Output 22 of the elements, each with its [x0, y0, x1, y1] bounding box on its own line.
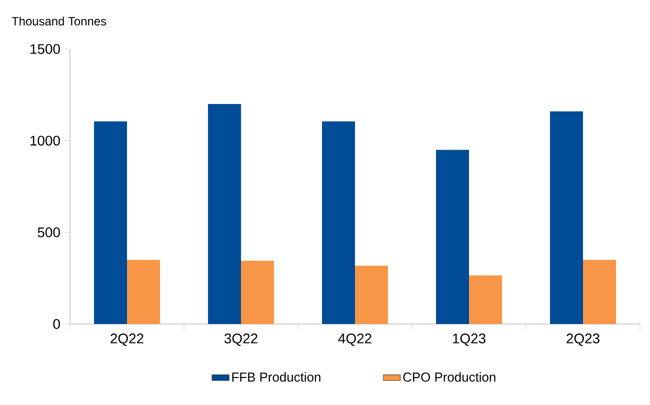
bar [583, 260, 616, 324]
y-tick-label: 1500 [30, 44, 60, 54]
x-tick-label: 2Q23 [566, 334, 600, 346]
bar [127, 260, 160, 324]
bar [208, 104, 241, 324]
bar [469, 275, 502, 324]
x-tick-label: 2Q22 [110, 334, 144, 346]
y-axis-title: Thousand Tonnes [12, 16, 106, 26]
y-tick-label: 1000 [30, 136, 60, 146]
bar [94, 121, 127, 324]
x-tick-label: 4Q22 [338, 334, 372, 346]
bar [550, 111, 584, 324]
x-tick-label: 1Q23 [453, 334, 486, 346]
bar [355, 266, 388, 324]
bar [436, 150, 470, 324]
bar [241, 260, 274, 324]
y-tick-label: 0 [53, 319, 60, 329]
y-tick-label: 500 [38, 227, 60, 238]
x-tick-label: 3Q22 [224, 334, 258, 346]
legend-label: CPO Production [403, 372, 496, 382]
bar [322, 121, 356, 324]
legend-label: FFB Production [232, 372, 320, 382]
